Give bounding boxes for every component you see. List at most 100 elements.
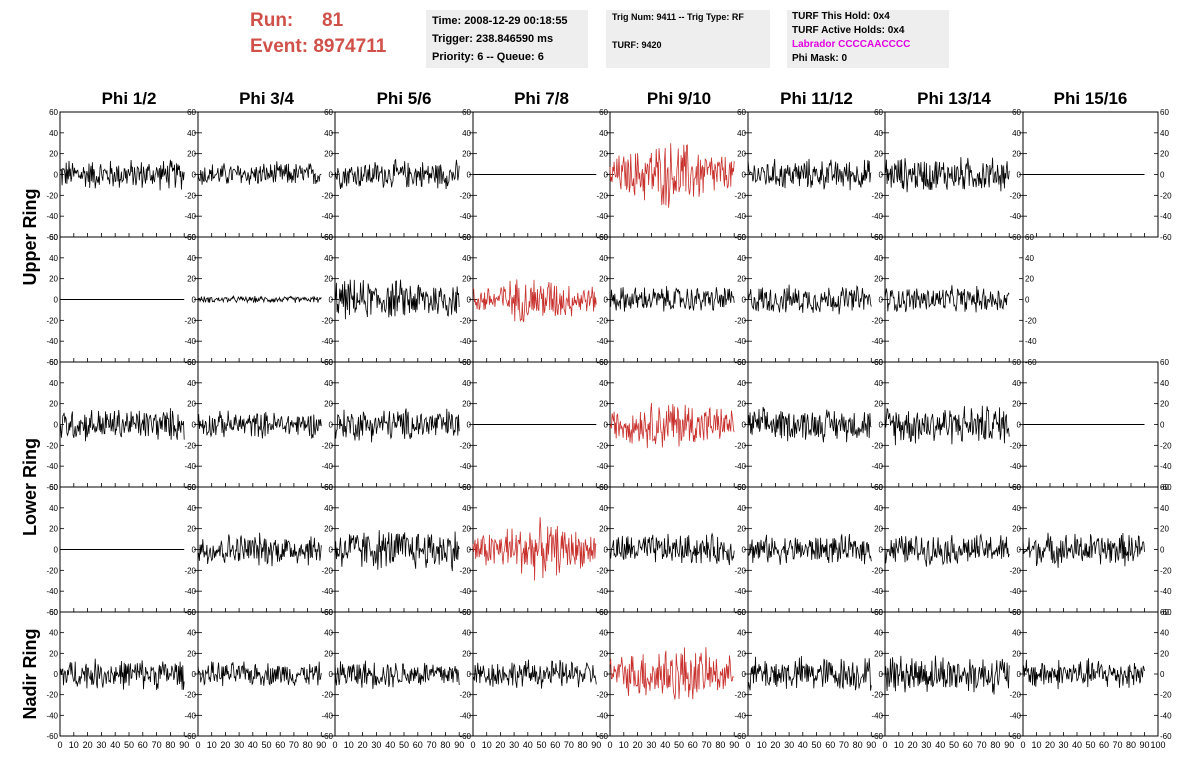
y-tick-label: 60: [599, 233, 608, 242]
y-tick-label: -20: [184, 191, 196, 200]
x-tick-label: 90: [1139, 740, 1149, 750]
labrador-text: Labrador CCCCAACCCC: [792, 39, 911, 50]
column-title: Phi 3/4: [239, 89, 294, 108]
y-tick-label: 60: [737, 108, 746, 117]
y-tick-label: 40: [324, 129, 333, 138]
time-info-panel: Time: 2008-12-29 00:18:55 Trigger: 238.8…: [426, 10, 588, 68]
y-tick-label: -20: [1009, 566, 1021, 575]
y-tick-label: 60: [874, 483, 883, 492]
y-tick-label: 0: [879, 670, 884, 679]
y-tick-label: 0: [467, 171, 472, 180]
x-tick-label: 70: [427, 740, 437, 750]
y-tick-label: 60: [599, 483, 608, 492]
x-tick-label: 10: [1031, 740, 1041, 750]
x-tick-label: 30: [234, 740, 244, 750]
waveform-trace: [334, 660, 460, 689]
waveform-trace: [609, 532, 735, 566]
y-tick-label: 20: [1012, 649, 1021, 658]
y-tick-label: -40: [734, 711, 746, 720]
y-tick-label: 0: [467, 421, 472, 430]
y-tick-label: -40: [1160, 212, 1172, 221]
y-tick-label: 0: [1160, 171, 1165, 180]
waveform-trace: [197, 532, 322, 567]
turf-text: TURF: 9420: [612, 40, 662, 50]
y-tick-label: -40: [734, 462, 746, 471]
y-tick-label: 60: [1012, 608, 1021, 617]
y-tick-label: -60: [1160, 483, 1172, 492]
x-tick-label: 70: [152, 740, 162, 750]
y-tick-label: 40: [599, 254, 608, 263]
y-tick-label: 40: [1012, 629, 1021, 638]
y-tick-label: 0: [604, 670, 609, 679]
y-tick-label: -40: [184, 587, 196, 596]
y-tick-label: 0: [879, 421, 884, 430]
y-tick-label: 40: [737, 129, 746, 138]
y-tick-label: -40: [734, 337, 746, 346]
waveform-trace: [1022, 658, 1145, 690]
y-tick-label: -40: [46, 337, 58, 346]
y-tick-label: -20: [1009, 691, 1021, 700]
y-tick-label: 0: [742, 670, 747, 679]
x-tick-label: 50: [261, 740, 271, 750]
waveform-trace: [884, 533, 1010, 567]
x-tick-label: 100: [1150, 740, 1165, 750]
y-tick-label: 60: [49, 608, 58, 617]
y-tick-label: -40: [46, 711, 58, 720]
panel-frame: [334, 111, 474, 238]
x-tick-label: 90: [591, 740, 601, 750]
y-tick-label: 0: [1017, 421, 1022, 430]
y-tick-label: 20: [737, 400, 746, 409]
y-tick-label: 20: [737, 649, 746, 658]
column-title: Phi 13/14: [917, 89, 991, 108]
x-tick-label: 40: [248, 740, 258, 750]
y-tick-label: 0: [329, 670, 334, 679]
y-tick-label: -20: [321, 566, 333, 575]
x-tick-label: 40: [798, 740, 808, 750]
y-tick-label: 0: [54, 421, 59, 430]
waveform-trace: [197, 661, 322, 687]
x-tick-label: 10: [894, 740, 904, 750]
column-title: Phi 15/16: [1054, 89, 1128, 108]
y-tick-label: -40: [1160, 587, 1172, 596]
y-tick-label: 20: [874, 400, 883, 409]
x-tick-label: 90: [1004, 740, 1014, 750]
waveform-trace: [334, 530, 460, 572]
trigger-info-panel: Trig Num: 9411 -- Trig Type: RF TURF: 94…: [606, 10, 770, 68]
run-event-box: Run: 81 Event: 8974711: [250, 8, 420, 60]
y-tick-label: -60: [46, 483, 58, 492]
turf-this-hold-text: TURF This Hold: 0x4: [792, 11, 890, 22]
waveform-trace: [197, 410, 322, 439]
y-tick-label: -40: [596, 711, 608, 720]
y-tick-label: 60: [737, 483, 746, 492]
y-tick-label: -20: [1025, 316, 1037, 325]
y-tick-label: 60: [1012, 358, 1021, 367]
y-tick-label: 0: [742, 546, 747, 555]
y-tick-label: 60: [187, 358, 196, 367]
y-tick-label: 0: [1160, 670, 1165, 679]
y-tick-label: -60: [1160, 608, 1172, 617]
y-tick-label: 20: [1160, 649, 1169, 658]
y-tick-label: 60: [1160, 483, 1169, 492]
event-value: 8974711: [313, 36, 387, 57]
y-tick-label: 20: [1012, 525, 1021, 534]
y-tick-label: -20: [46, 191, 58, 200]
y-tick-label: -60: [184, 732, 196, 741]
y-tick-label: 0: [604, 171, 609, 180]
x-tick-label: 20: [908, 740, 918, 750]
y-tick-label: 20: [324, 525, 333, 534]
y-tick-label: -40: [596, 587, 608, 596]
x-tick-label: 40: [660, 740, 670, 750]
y-tick-label: -20: [459, 441, 471, 450]
waveform-trace: [59, 658, 185, 690]
y-tick-label: 40: [737, 379, 746, 388]
y-tick-label: -20: [321, 691, 333, 700]
x-tick-label: 50: [536, 740, 546, 750]
trigger-text: Trigger: 238.846590 ms: [432, 33, 554, 45]
y-tick-label: 0: [192, 670, 197, 679]
y-tick-label: 40: [187, 254, 196, 263]
y-tick-label: 20: [874, 525, 883, 534]
y-tick-label: -60: [871, 732, 883, 741]
waveform-trace: [609, 647, 735, 700]
x-tick-label: 10: [344, 740, 354, 750]
y-tick-label: 20: [49, 525, 58, 534]
